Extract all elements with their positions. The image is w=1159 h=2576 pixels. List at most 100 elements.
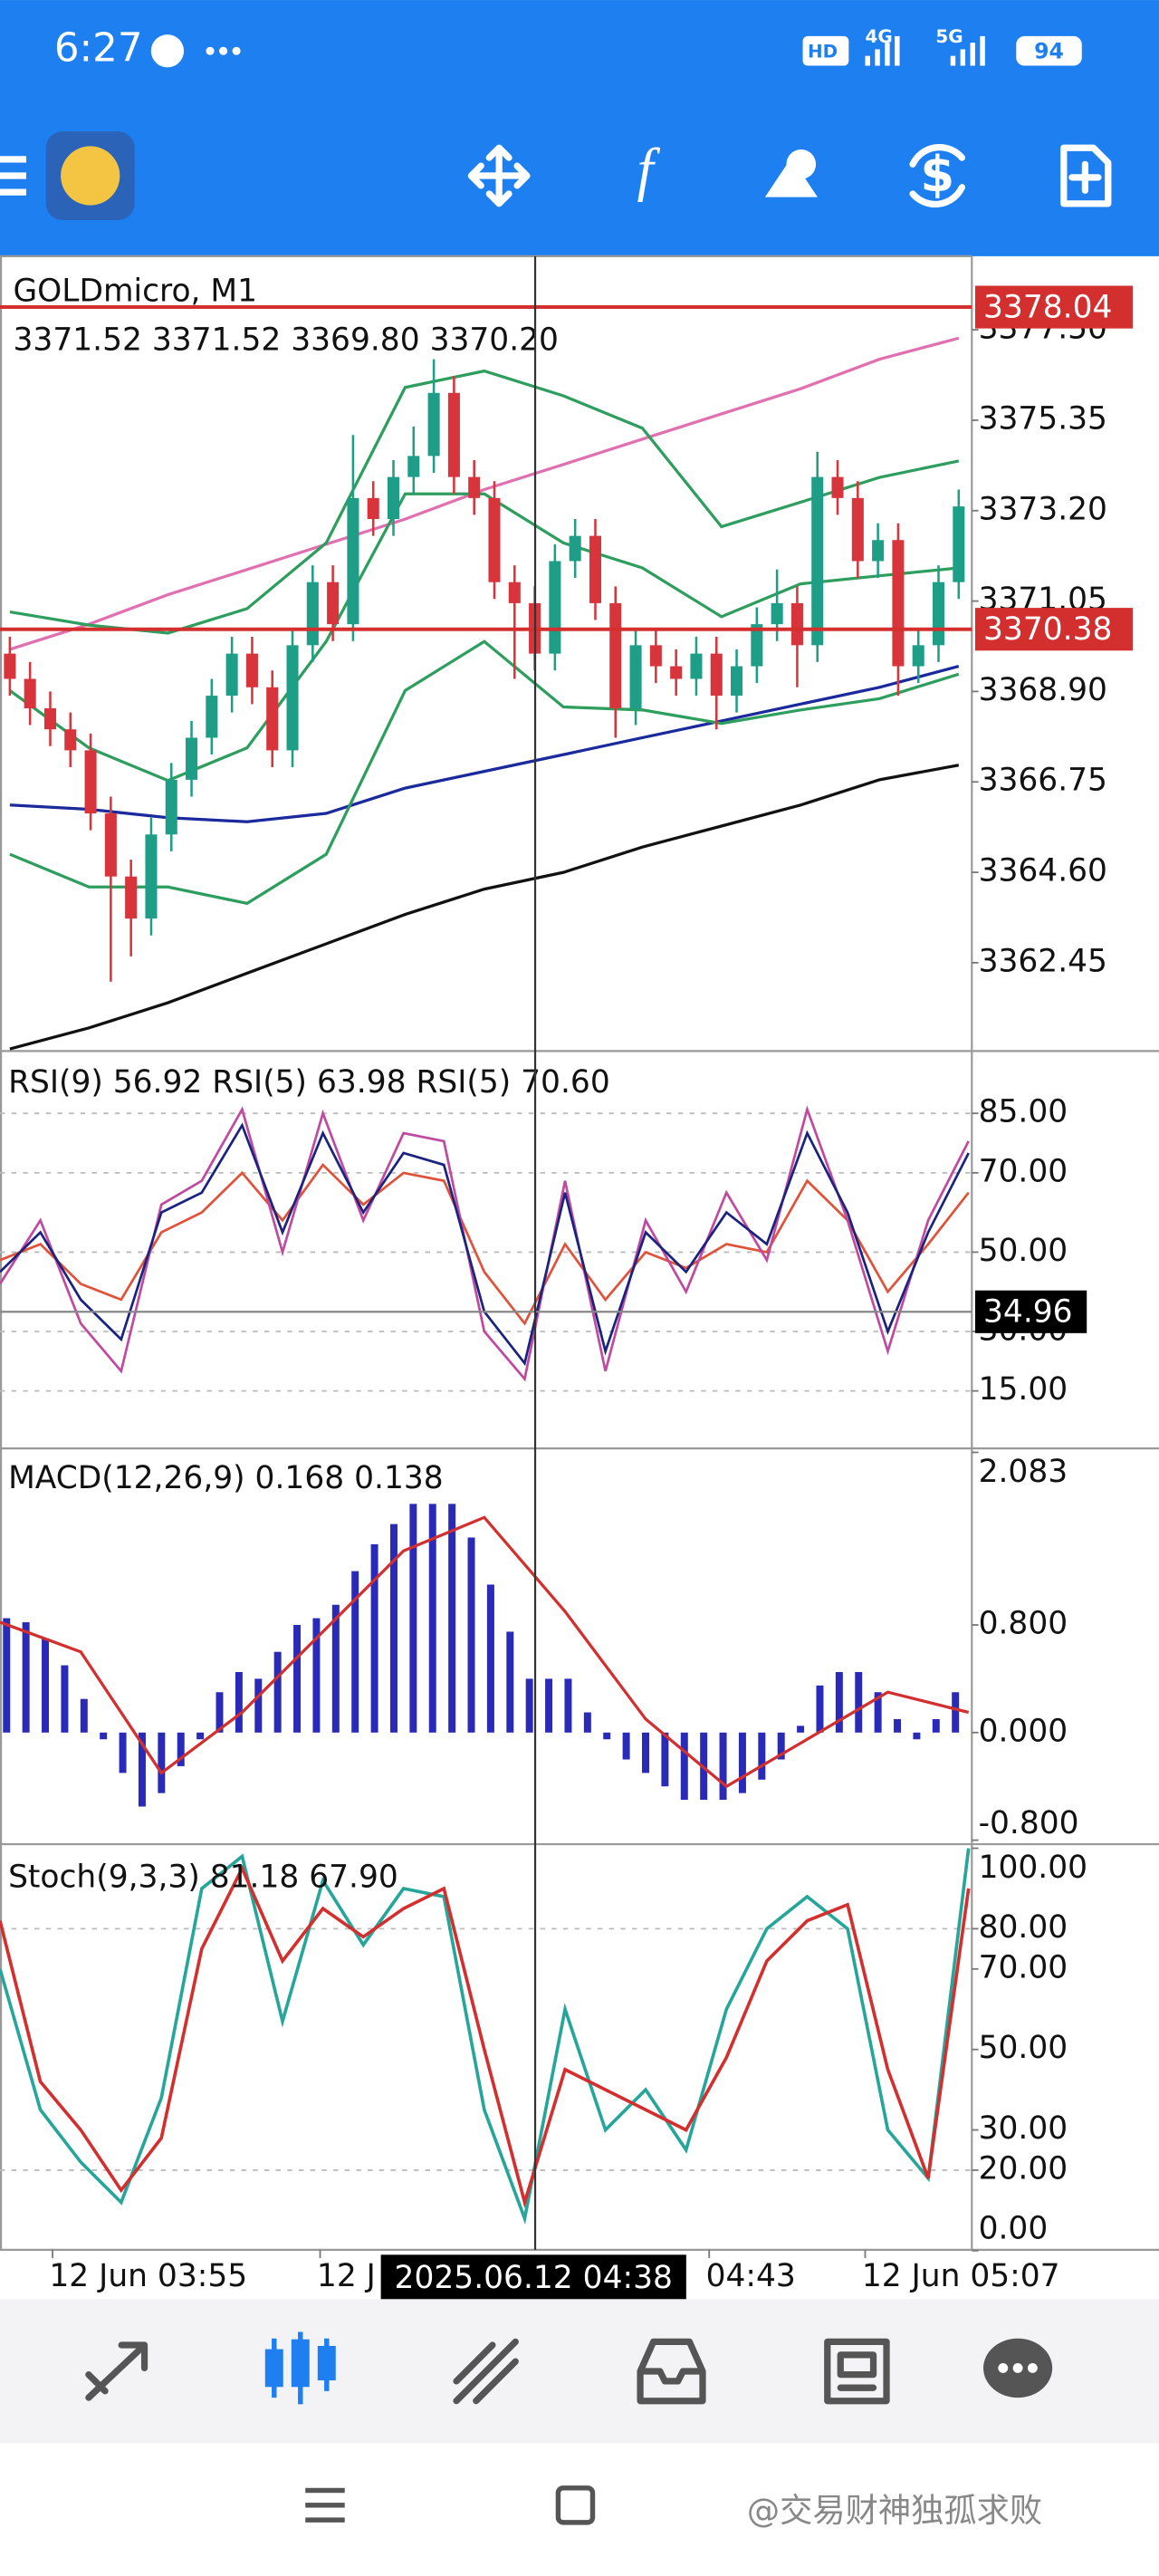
plot-clip (0, 1504, 970, 1807)
candle-body (649, 645, 662, 667)
nav-trade[interactable] (453, 2338, 519, 2405)
candle-body (731, 666, 743, 697)
y-tick-label: 70.00 (979, 1153, 1068, 1189)
nav-history[interactable] (637, 2338, 706, 2405)
macd-bar (758, 1732, 766, 1780)
candle-body (751, 624, 763, 667)
candle-body (790, 602, 803, 646)
notification-icon (150, 34, 185, 68)
macd-bar (448, 1504, 456, 1733)
y-tick-label: 3373.20 (979, 491, 1107, 527)
macd-bar (894, 1718, 902, 1733)
menu-button[interactable] (0, 156, 27, 196)
nav-chart[interactable] (264, 2331, 336, 2405)
macd-bar (661, 1732, 669, 1787)
bottom-nav-bg (0, 2299, 1159, 2444)
macd-bar (816, 1685, 824, 1733)
objects-tool[interactable] (764, 149, 818, 197)
candle-body (225, 653, 238, 697)
nav-messages[interactable] (983, 2338, 1053, 2398)
y-tick-label: 0.800 (979, 1606, 1068, 1642)
macd-bar (42, 1638, 50, 1733)
y-tick-label: 3368.90 (979, 672, 1107, 708)
candle-body (710, 653, 723, 697)
y-tick-label: 3375.35 (979, 400, 1107, 437)
more-dots (206, 46, 241, 55)
macd-label: MACD(12,26,9) 0.168 0.138 (8, 1460, 444, 1496)
y-tick-label: 3366.75 (979, 763, 1107, 799)
candle-body (367, 497, 379, 520)
candle-body (912, 645, 924, 667)
y-tick-label: 85.00 (979, 1094, 1068, 1130)
trade-icon: $ (920, 146, 954, 203)
candle-body (327, 582, 340, 625)
x-tick-label: 04:43 (706, 2258, 796, 2294)
app-icon-logo (61, 146, 120, 206)
y-tick-label: 3362.45 (979, 943, 1107, 979)
macd-bar (273, 1651, 282, 1733)
macd-bar (622, 1732, 630, 1760)
indicator-line (0, 1105, 970, 1382)
macd-bar (952, 1692, 960, 1733)
nav-news[interactable] (824, 2338, 890, 2405)
crosshair-tool[interactable] (467, 144, 531, 207)
candle-body (508, 582, 521, 603)
candle-body (872, 540, 885, 562)
macd-bar (138, 1732, 146, 1807)
candle-body (306, 582, 319, 646)
hd-badge (802, 35, 849, 66)
candle-body (811, 476, 824, 646)
candle-body (347, 497, 359, 625)
candle-body (589, 535, 602, 603)
indicator-line (9, 639, 960, 906)
trade-tool[interactable]: $ (909, 143, 966, 208)
macd-bar (196, 1732, 205, 1740)
macd-bar (545, 1678, 553, 1733)
candle-body (447, 392, 460, 477)
macd-bar (100, 1732, 108, 1740)
y-tick-label: 80.00 (979, 1909, 1068, 1946)
y-tick-label: 0.00 (979, 2211, 1049, 2247)
time-cursor-box (380, 2254, 686, 2302)
macd-bar (913, 1732, 921, 1740)
candle-body (953, 506, 965, 582)
macd-bar (428, 1504, 436, 1733)
macd-bar (486, 1584, 494, 1733)
candle-body (932, 582, 945, 646)
sys-home[interactable] (555, 2485, 596, 2525)
candle-body (387, 476, 400, 520)
chart-area: 3377.503375.353373.203371.053368.903366.… (0, 255, 1159, 2302)
y-tick-label: 2.083 (979, 1454, 1068, 1490)
candle-body (851, 497, 864, 562)
battery (1016, 35, 1082, 66)
battery-level: 94 (1034, 39, 1064, 64)
indicator-line (0, 1864, 971, 2209)
candle-body (4, 653, 16, 679)
signal-bars (865, 35, 985, 66)
candle-body (125, 876, 138, 919)
macd-bar (3, 1618, 11, 1733)
y-tick-label: 50.00 (979, 1233, 1068, 1269)
macd-bar (932, 1718, 940, 1733)
macd-bar (583, 1712, 591, 1733)
new-order-tool[interactable] (1060, 144, 1112, 207)
candle-body (145, 834, 158, 919)
sys-menu[interactable] (305, 2487, 345, 2523)
macd-bar (855, 1671, 863, 1733)
macd-bar (331, 1604, 340, 1733)
candle-body (549, 561, 561, 654)
macd-bar (22, 1622, 30, 1733)
macd-bar (370, 1543, 378, 1733)
macd-bar (254, 1678, 263, 1733)
plot-clip (4, 336, 965, 1051)
y-tick-label: 20.00 (979, 2150, 1068, 2187)
candle-body (468, 476, 481, 498)
indicator-line (0, 1162, 970, 1326)
nav-quotes[interactable] (85, 2341, 148, 2401)
macd-bar (235, 1671, 243, 1733)
indicator-line (9, 336, 960, 651)
macd-bar (525, 1678, 533, 1733)
ohlc-label: 3371.52 3371.52 3369.80 3370.20 (14, 322, 559, 359)
